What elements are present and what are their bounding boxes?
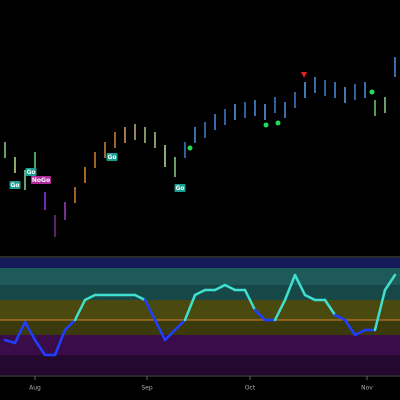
annotation: Go <box>175 185 184 192</box>
annotation: Go <box>10 182 19 189</box>
signal-dot <box>369 89 375 95</box>
signal-triangle <box>301 72 307 78</box>
signal-dot <box>263 122 269 128</box>
signal-dot <box>275 120 281 126</box>
signal-dot <box>187 145 193 151</box>
oscillator-segment <box>383 273 397 292</box>
band <box>0 320 400 335</box>
oscillator-segment <box>283 273 297 302</box>
x-tick-label: Oct <box>245 385 256 392</box>
band <box>0 300 400 320</box>
oscillator-segment <box>3 338 17 345</box>
oscillator-segment <box>13 320 27 345</box>
oscillator-segment <box>323 298 337 317</box>
oscillator-segment <box>143 298 157 322</box>
annotation-box <box>25 168 37 176</box>
oscillator-segment <box>223 283 237 292</box>
x-tick-label: Aug <box>29 385 41 392</box>
oscillator-segment <box>173 318 187 332</box>
signals <box>187 72 375 151</box>
oscillator-segment <box>163 328 177 342</box>
oscillator-segment <box>83 293 97 302</box>
oscillator-segment <box>343 318 357 337</box>
annotation-box <box>31 176 51 184</box>
band <box>0 268 400 285</box>
oscillator-segment <box>153 318 167 342</box>
oscillator-segment <box>353 328 367 337</box>
oscillator-segment <box>213 283 227 292</box>
oscillator-segment <box>253 308 267 322</box>
oscillator-segment <box>53 328 67 357</box>
x-tick-label: Nov <box>361 385 373 392</box>
band <box>0 335 400 355</box>
x-tick-label: Sep <box>141 385 153 392</box>
oscillator-segment <box>73 298 87 322</box>
annotation: NoGo <box>32 177 50 184</box>
oscillator-segment <box>33 338 47 357</box>
band <box>0 355 400 375</box>
band <box>0 258 400 268</box>
oscillator-segment <box>273 298 287 322</box>
oscillator-segment <box>243 288 257 312</box>
annotation-box <box>106 153 118 161</box>
oscillator-segment <box>63 318 77 332</box>
annotation: Go <box>107 154 116 161</box>
annotation: Go <box>26 169 35 176</box>
oscillator-segment <box>373 288 387 332</box>
oscillator-segment <box>183 293 197 322</box>
oscillator-segment <box>23 320 37 342</box>
oscillator-segment <box>333 313 347 322</box>
oscillator-segment <box>193 288 207 297</box>
annotation-box <box>174 184 186 192</box>
oscillator-segment <box>303 293 317 302</box>
oscillator-segment <box>293 273 307 297</box>
annotation-box <box>9 181 21 189</box>
oscillator-segment <box>133 293 147 302</box>
